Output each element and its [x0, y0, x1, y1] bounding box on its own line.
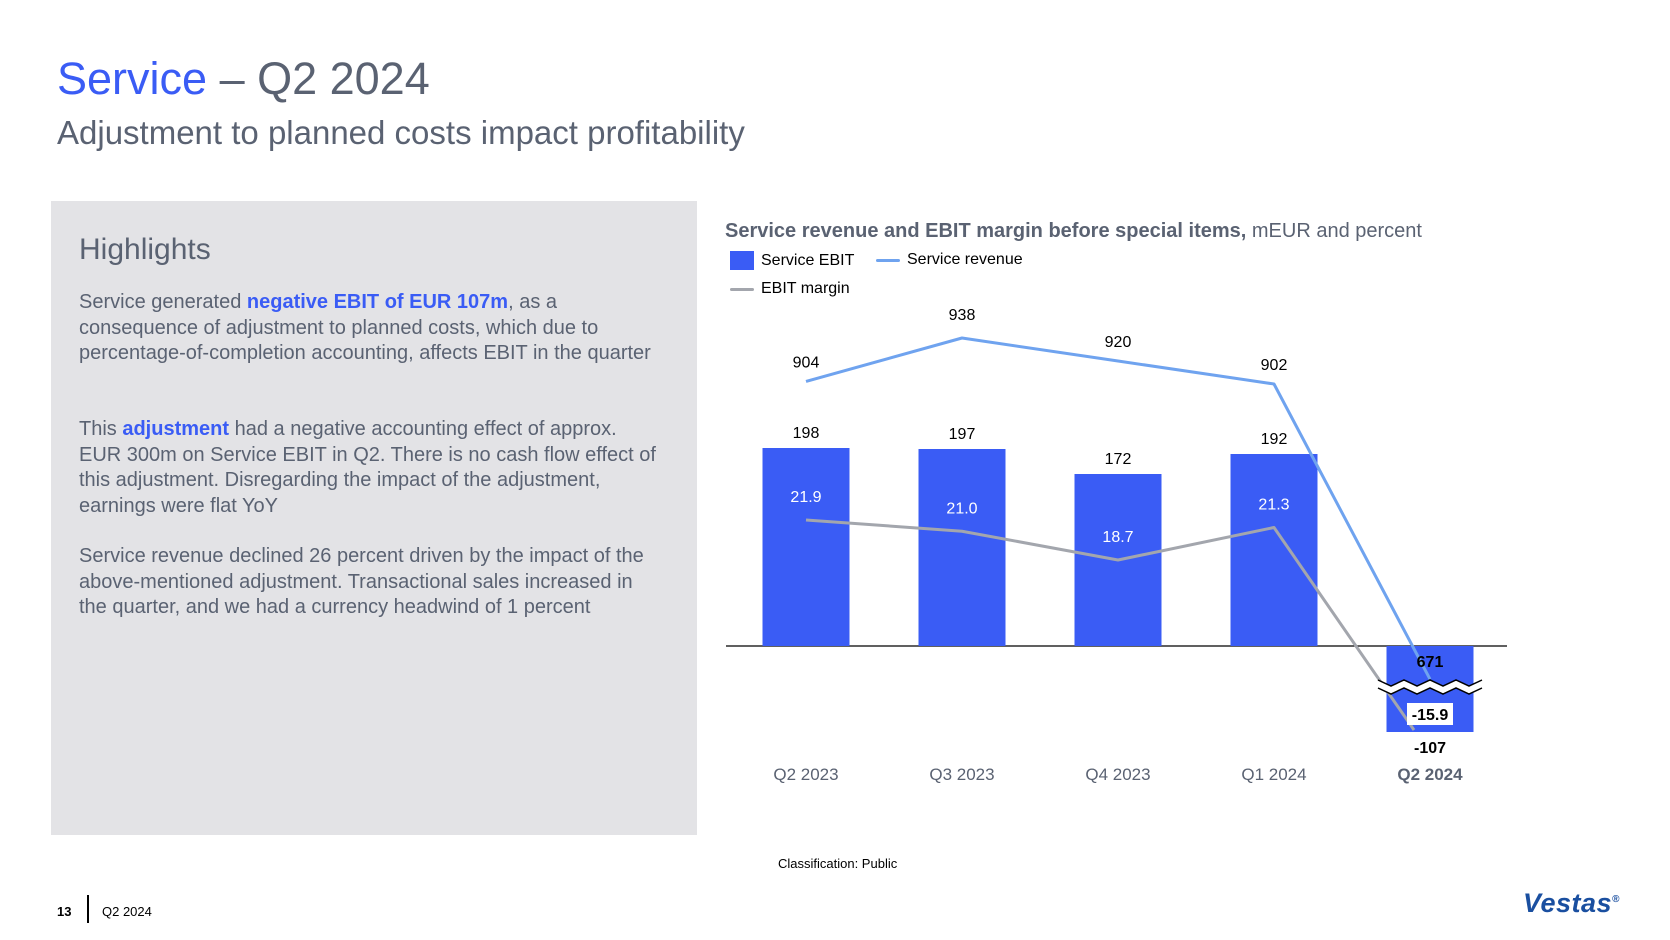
ebit-bar [1230, 454, 1318, 646]
revenue-value-label: 920 [1105, 334, 1132, 351]
ebit-bar [762, 448, 850, 646]
margin-value-label: 21.9 [790, 489, 821, 506]
category-tick-label: Q3 2023 [929, 765, 994, 784]
ebit-margin-line [805, 518, 1416, 731]
axis-break-fill [1378, 680, 1482, 694]
legend-ebit-margin: EBIT margin [730, 280, 850, 298]
title-accent: Service [57, 53, 208, 104]
ebit-value-label: 172 [1105, 451, 1132, 468]
logo-registered-mark: ® [1612, 894, 1620, 905]
highlights-panel: Highlights Service generated negative EB… [51, 201, 697, 835]
revenue-value-label: 904 [793, 354, 820, 371]
logo-text: Vestas [1523, 888, 1613, 918]
highlights-heading: Highlights [79, 233, 211, 266]
p2-bold: adjustment [122, 418, 230, 440]
ebit-value-label: 197 [949, 426, 976, 443]
legend-bar-swatch [730, 251, 754, 270]
service-revenue-line [805, 336, 1432, 680]
revenue-value-label: 902 [1261, 357, 1288, 374]
ebit-value-label: 192 [1261, 431, 1288, 448]
highlight-paragraph-2: This adjustment had a negative accountin… [79, 417, 659, 519]
vestas-logo: Vestas® [1523, 888, 1620, 919]
legend-service-ebit-label: Service EBIT [761, 251, 855, 269]
p2-after: had a negative accounting effect of appr… [79, 418, 656, 517]
page-subtitle: Adjustment to planned costs impact profi… [57, 114, 745, 151]
chart-title-rest: mEUR and percent [1246, 220, 1422, 242]
p1-before: Service generated [79, 291, 247, 313]
classification-label: Classification: Public [778, 856, 898, 871]
category-tick-label: Q4 2023 [1085, 765, 1150, 784]
margin-value-label: 21.3 [1258, 497, 1289, 514]
revenue-value-label: 671 [1417, 654, 1444, 671]
p1-bold: negative EBIT of EUR 107m [246, 291, 509, 313]
axis-break-line [1377, 687, 1483, 695]
axis-break-line [1377, 679, 1483, 687]
title-rest: – Q2 2024 [207, 53, 430, 104]
page-number: 13 [57, 904, 72, 919]
footer-period: Q2 2024 [102, 904, 152, 919]
p1-after: , as a consequence of adjustment to plan… [79, 291, 651, 364]
legend-margin-swatch [730, 287, 754, 291]
ebit-value-label: -107 [1414, 740, 1446, 757]
chart-title: Service revenue and EBIT margin before s… [725, 220, 1422, 243]
legend-ebit-margin-label: EBIT margin [761, 280, 850, 297]
highlight-paragraph-3: Service revenue declined 26 percent driv… [79, 545, 644, 618]
category-tick-label: Q2 2023 [773, 765, 838, 784]
legend-service-ebit: Service EBIT [730, 251, 854, 270]
revenue-value-label: 938 [949, 307, 976, 324]
footer-divider [87, 895, 89, 923]
category-tick-label: Q2 2024 [1397, 765, 1463, 784]
legend-revenue-swatch [876, 258, 900, 262]
category-tick-label: Q1 2024 [1241, 765, 1306, 784]
margin-value-label: 18.7 [1102, 529, 1133, 546]
p2-before: This [79, 418, 123, 440]
margin-value-label: 21.0 [946, 500, 977, 517]
highlight-paragraph-1: Service generated negative EBIT of EUR 1… [79, 290, 659, 367]
legend-service-revenue: Service revenue [876, 251, 1023, 269]
ebit-value-label: 198 [793, 425, 820, 442]
page-title: Service – Q2 2024 [57, 50, 430, 108]
legend-service-revenue-label: Service revenue [907, 251, 1023, 268]
chart-title-bold: Service revenue and EBIT margin before s… [725, 220, 1247, 242]
margin-label-box [1407, 703, 1453, 725]
margin-value-label: -15.9 [1412, 707, 1449, 724]
ebit-bar [918, 449, 1006, 646]
